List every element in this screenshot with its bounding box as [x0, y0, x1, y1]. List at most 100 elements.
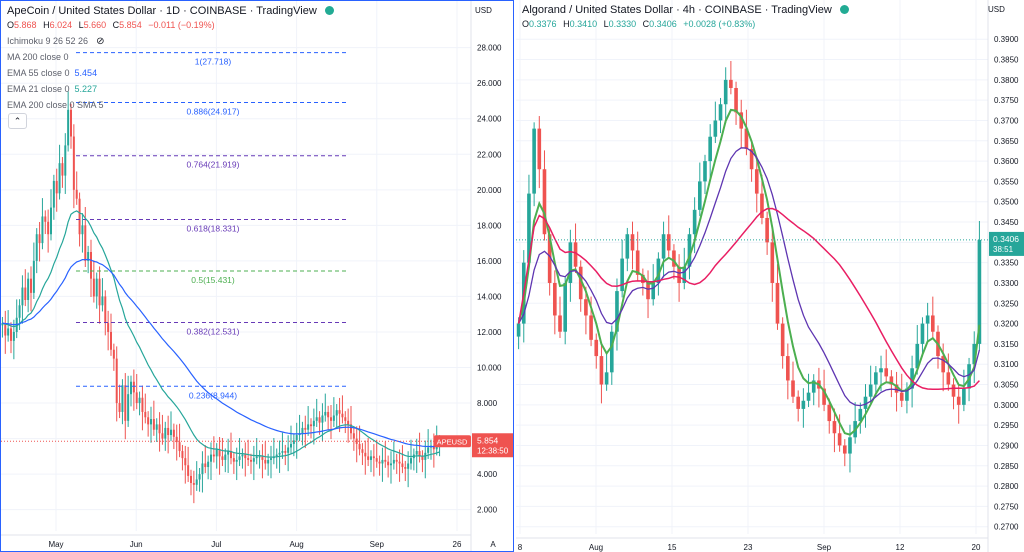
symbol-tag-bg: [434, 435, 471, 448]
candle-body: [30, 278, 32, 293]
candle-body: [132, 381, 135, 393]
indicator-ema21[interactable]: EMA 21 close 0 5.227: [7, 84, 97, 94]
y-tick-label: 0.3750: [994, 96, 1019, 105]
candle-body: [301, 427, 304, 434]
candle-body: [32, 260, 35, 293]
candle-body: [594, 339, 599, 357]
candle-body: [780, 323, 785, 357]
candle-body: [192, 483, 195, 485]
candle-body: [697, 181, 702, 210]
y-tick-label: 0.3150: [994, 340, 1019, 349]
candle-body: [537, 128, 542, 170]
candle-body: [78, 198, 81, 235]
candle-body: [708, 136, 712, 162]
candle-body: [181, 451, 184, 459]
candle-body: [295, 435, 298, 441]
candle-body: [110, 331, 112, 350]
indicator-label: EMA 21 close 0: [7, 84, 70, 94]
candle-body: [609, 331, 614, 373]
y-tick-label: 14.000: [477, 292, 502, 301]
candle-body: [72, 136, 75, 190]
candle-body: [687, 234, 692, 267]
candle-body: [318, 417, 321, 423]
candle-body: [347, 420, 350, 425]
candle-body: [894, 384, 899, 393]
candle-body: [786, 356, 790, 381]
candle-body: [358, 443, 361, 450]
y-tick-label: 2.000: [477, 506, 498, 515]
y-tick-label: 26.000: [477, 79, 502, 88]
algo-chart-canvas[interactable]: 0.3900 0.3850 0.3800 0.3750 0.3700 0.3650 0.36…: [516, 0, 1024, 552]
ape-close: 5.854: [119, 20, 142, 30]
moving-average-line: [517, 108, 981, 436]
candle-body: [330, 417, 332, 421]
price-tag-countdown: 38:51: [993, 245, 1014, 254]
algo-chart-panel[interactable]: 0.3900 0.3850 0.3800 0.3750 0.3700 0.3650 0.36…: [516, 0, 1024, 552]
candle-body: [235, 459, 238, 462]
candle-body: [55, 180, 58, 194]
candle-body: [941, 356, 945, 373]
indicator-ema200[interactable]: EMA 200 close 0 SMA 5: [7, 100, 104, 110]
candle-body: [392, 459, 395, 464]
y-tick-label: 0.3600: [994, 157, 1019, 166]
indicator-ichimoku[interactable]: Ichimoku 9 26 52 26 ⊘: [7, 36, 104, 47]
candle-body: [930, 315, 935, 332]
ape-high: 6.024: [49, 20, 73, 30]
candle-body: [50, 207, 52, 235]
candle-body: [398, 461, 401, 464]
candle-body: [167, 427, 170, 436]
candle-body: [858, 408, 863, 422]
candle-body: [723, 79, 728, 105]
candle-body: [410, 458, 412, 464]
candle-body: [563, 282, 568, 332]
candle-body: [241, 454, 244, 457]
candle-body: [749, 148, 754, 170]
indicator-ma200[interactable]: MA 200 close 0: [7, 52, 69, 62]
auto-scale-button: A: [490, 540, 496, 549]
ape-chart-header: ApeCoin / United States Dollar · 1D · CO…: [7, 5, 334, 17]
y-tick-label: 0.3200: [994, 320, 1019, 329]
x-tick-label: 26: [453, 540, 462, 549]
candle-body: [152, 419, 155, 430]
candle-body: [232, 458, 235, 462]
candle-body: [52, 180, 55, 208]
candle-body: [775, 282, 780, 324]
candle-body: [115, 358, 118, 404]
y-tick-label: 8.000: [477, 399, 498, 408]
indicator-label: Ichimoku 9 26 52 26: [7, 36, 89, 46]
indicator-label: EMA 55 close 0: [7, 68, 70, 78]
candle-body: [101, 296, 104, 306]
candle-body: [573, 242, 578, 267]
candle-body: [204, 463, 207, 468]
candle-body: [811, 380, 816, 393]
candle-body: [61, 163, 64, 176]
candle-body: [307, 424, 310, 430]
ape-chart-canvas[interactable]: 28.000 26.000 24.000 22.000 20.000 18.000 16.0…: [1, 1, 513, 551]
candle-body: [175, 436, 178, 443]
collapse-indicators-button[interactable]: ⌃: [8, 113, 27, 129]
candle-body: [677, 266, 681, 283]
candle-body: [547, 234, 552, 283]
candle-body: [230, 451, 232, 459]
y-tick-label: 28.000: [477, 44, 502, 53]
y-tick-label: 0.3800: [994, 76, 1019, 85]
candle-body: [27, 278, 30, 300]
candle-body: [832, 421, 837, 434]
candle-body: [615, 291, 619, 332]
candle-body: [218, 449, 221, 457]
hidden-eye-icon[interactable]: ⊘: [96, 36, 105, 47]
candle-body: [195, 479, 198, 485]
candle-body: [221, 456, 224, 460]
x-tick-label: 12: [896, 543, 905, 552]
candle-body: [252, 458, 255, 462]
x-tick-label: Aug: [589, 543, 603, 552]
candle-body: [806, 392, 811, 401]
algo-high: 0.3410: [569, 19, 598, 29]
y-tick-label: 20.000: [477, 186, 502, 195]
ape-chart-panel[interactable]: 28.000 26.000 24.000 22.000 20.000 18.000 16.0…: [0, 0, 514, 552]
candle-body: [364, 452, 367, 457]
candle-body: [210, 454, 212, 462]
indicator-ema55[interactable]: EMA 55 close 0 5.454: [7, 68, 97, 78]
candle-body: [977, 239, 982, 344]
algo-ohlc-readout: O0.3376 H0.3410 L0.3330 C0.3406 +0.0028 …: [522, 19, 756, 29]
